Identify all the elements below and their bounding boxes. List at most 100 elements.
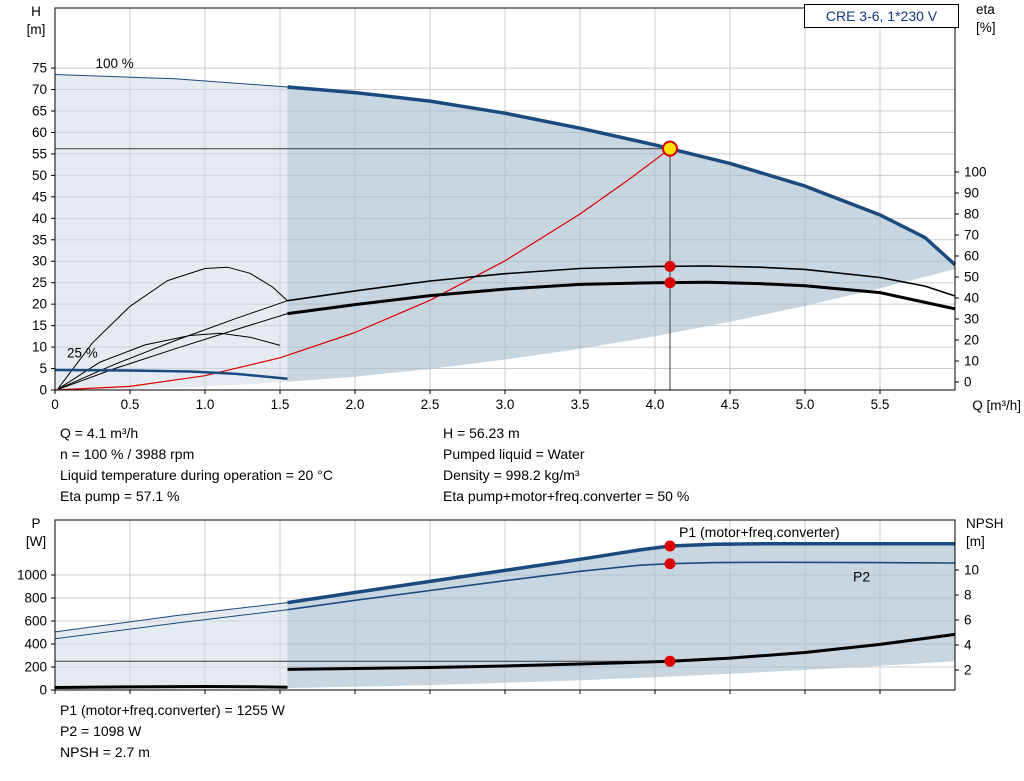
y-right-tick-label: 40 bbox=[964, 291, 979, 306]
x-tick-label: 4.5 bbox=[721, 397, 740, 412]
p2-curve-extension bbox=[54, 609, 288, 640]
y-right-tick-label: 10 bbox=[964, 563, 979, 578]
y-left-axis-title: P bbox=[31, 516, 40, 531]
p2-curve bbox=[287, 561, 956, 611]
info-line-npsh: NPSH = 2.7 m bbox=[60, 744, 150, 760]
operating-envelope bbox=[287, 87, 955, 382]
power-info: P1 (motor+freq.converter) = 1255 W P2 = … bbox=[60, 700, 285, 763]
eta-total-extension bbox=[57, 313, 288, 390]
y-right-tick-label: 6 bbox=[964, 613, 972, 628]
y-left-tick-label: 15 bbox=[32, 318, 47, 333]
info-line-p1: P1 (motor+freq.converter) = 1255 W bbox=[60, 702, 285, 718]
y-left-axis-title: [m] bbox=[27, 22, 46, 37]
y-right-tick-label: 20 bbox=[964, 333, 979, 348]
speed-100-curve-extension bbox=[54, 74, 288, 88]
npsh-dot bbox=[664, 655, 676, 667]
duty-point-marker bbox=[662, 140, 678, 157]
y-right-axis-title: [m] bbox=[966, 534, 985, 549]
info-line-temperature: Liquid temperature during operation = 20… bbox=[60, 467, 333, 483]
info-line-liquid: Pumped liquid = Water bbox=[443, 446, 585, 462]
eta-pump-extension bbox=[57, 300, 288, 390]
x-tick-label: 4.0 bbox=[646, 397, 665, 412]
y-right-axis-title: [%] bbox=[976, 20, 996, 35]
y-left-tick-label: 20 bbox=[32, 297, 47, 312]
y-left-tick-label: 1000 bbox=[17, 567, 47, 582]
operating-envelope-left bbox=[55, 74, 288, 390]
duty-info-right: H = 56.23 m Pumped liquid = Water Densit… bbox=[443, 423, 689, 507]
y-left-tick-label: 40 bbox=[32, 211, 47, 226]
p1-curve bbox=[287, 541, 955, 605]
y-right-tick-label: 50 bbox=[964, 270, 979, 285]
y-right-tick-label: 90 bbox=[964, 186, 979, 201]
speed-25-curve bbox=[54, 368, 288, 381]
speed-25-power-curve bbox=[54, 685, 288, 689]
x-tick-label: 3.5 bbox=[571, 397, 590, 412]
label-25pct: 25 % bbox=[67, 345, 98, 360]
info-line-flow: Q = 4.1 m³/h bbox=[60, 425, 139, 441]
x-tick-label: 1.5 bbox=[271, 397, 290, 412]
p2-dot bbox=[664, 558, 676, 570]
y-left-tick-label: 75 bbox=[32, 61, 47, 76]
y-right-tick-label: 2 bbox=[964, 663, 972, 678]
y-left-tick-label: 25 bbox=[32, 275, 47, 290]
x-tick-label: 5.5 bbox=[871, 397, 890, 412]
y-right-axis-title: eta bbox=[976, 2, 995, 17]
y-left-tick-label: 70 bbox=[32, 82, 47, 97]
label-100pct: 100 % bbox=[96, 56, 134, 71]
y-right-tick-label: 0 bbox=[964, 375, 972, 390]
x-tick-label: 0 bbox=[51, 397, 59, 412]
y-left-tick-label: 55 bbox=[32, 146, 47, 161]
x-tick-label: 3.0 bbox=[496, 397, 515, 412]
label-p2: P2 bbox=[853, 568, 870, 584]
y-left-axis-title: [W] bbox=[26, 534, 46, 549]
y-right-tick-label: 70 bbox=[964, 228, 979, 243]
qh-eta-chart: 0 5 10 15 20 25 30 35 40 45 50 55 60 65 70 75 0 10 20 30 40 5… bbox=[27, 2, 1021, 413]
x-axis-title: Q [m³/h] bbox=[972, 398, 1021, 413]
y-left-tick-label: 0 bbox=[39, 383, 47, 398]
y-left-tick-label: 45 bbox=[32, 189, 47, 204]
x-tick-label: 1.0 bbox=[196, 397, 215, 412]
eta-total-curve bbox=[287, 280, 956, 316]
eta-25-arc bbox=[57, 266, 288, 390]
x-tick-label: 2.5 bbox=[421, 397, 440, 412]
y-left-tick-label: 10 bbox=[32, 340, 47, 355]
x-tick-label: 0.5 bbox=[121, 397, 140, 412]
npsh-curve bbox=[287, 632, 956, 671]
x-tick-label: 5.0 bbox=[796, 397, 815, 412]
x-tick-label: 2.0 bbox=[346, 397, 365, 412]
power-envelope bbox=[287, 543, 955, 688]
eta-pump-curve bbox=[287, 265, 956, 302]
label-p1: P1 (motor+freq.converter) bbox=[679, 524, 840, 540]
y-left-axis-title: H bbox=[31, 4, 41, 19]
y-left-tick-label: 600 bbox=[24, 613, 47, 628]
pump-model-label: CRE 3-6, 1*230 V bbox=[825, 8, 938, 24]
y-left-tick-label: 800 bbox=[24, 590, 47, 605]
info-line-eta-pump: Eta pump = 57.1 % bbox=[60, 488, 180, 504]
y-left-tick-label: 5 bbox=[39, 361, 47, 376]
y-right-tick-label: 100 bbox=[964, 165, 987, 180]
system-curve bbox=[54, 148, 671, 391]
y-left-tick-label: 60 bbox=[32, 125, 47, 140]
pump-model-box: CRE 3-6, 1*230 V bbox=[804, 4, 959, 28]
y-left-tick-label: 65 bbox=[32, 104, 47, 119]
duty-info-left: Q = 4.1 m³/h n = 100 % / 3988 rpm Liquid… bbox=[60, 423, 333, 507]
y-right-tick-label: 8 bbox=[964, 588, 972, 603]
y-left-tick-label: 0 bbox=[39, 683, 47, 698]
y-right-tick-label: 4 bbox=[964, 638, 972, 653]
y-right-axis-title: NPSH bbox=[966, 516, 1004, 531]
y-right-tick-label: 10 bbox=[964, 354, 979, 369]
y-left-tick-label: 30 bbox=[32, 254, 47, 269]
y-right-tick-label: 80 bbox=[964, 207, 979, 222]
y-left-tick-label: 400 bbox=[24, 636, 47, 651]
info-line-speed: n = 100 % / 3988 rpm bbox=[60, 446, 195, 462]
y-left-tick-label: 50 bbox=[32, 168, 47, 183]
y-right-tick-label: 30 bbox=[964, 312, 979, 327]
power-npsh-chart: 0 200 400 600 800 1000 2 4 6 8 10 P [W] NPSH [m] P1 (mo… bbox=[17, 516, 1004, 698]
info-line-p2: P2 = 1098 W bbox=[60, 723, 142, 739]
y-left-tick-label: 200 bbox=[24, 659, 47, 674]
info-line-density: Density = 998.2 kg/m³ bbox=[443, 467, 580, 483]
info-line-head: H = 56.23 m bbox=[443, 425, 520, 441]
p1-curve-extension bbox=[54, 602, 288, 633]
